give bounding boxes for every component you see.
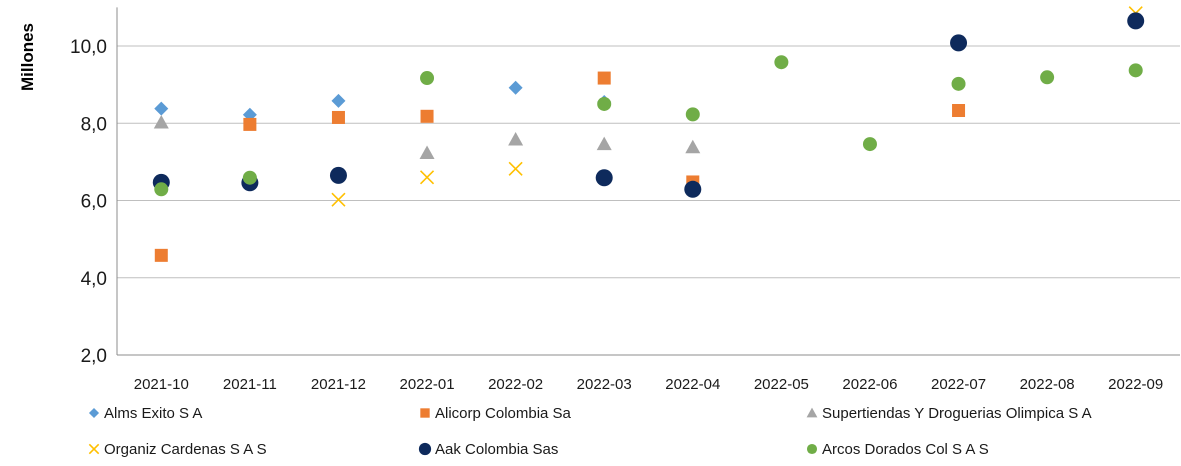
- x-tick-labels: 2021-10 2021-11 2021-12 2022-01 2022-02 2022-…: [134, 376, 1163, 393]
- x-tick-label: 2022-04: [665, 376, 720, 393]
- data-point: [243, 117, 257, 131]
- data-point: [508, 161, 523, 176]
- legend-label: Arcos Dorados Col S A S: [822, 441, 989, 458]
- data-point: [1127, 12, 1145, 30]
- data-point: [331, 93, 346, 108]
- legend-marker: [88, 407, 100, 419]
- legend-label: Supertiendas Y Droguerias Olimpica S A: [822, 405, 1092, 422]
- x-tick-label: 2021-12: [311, 376, 366, 393]
- data-point: [684, 180, 702, 198]
- legend-label: Aak Colombia Sas: [435, 441, 558, 458]
- series-1: [154, 71, 966, 262]
- axes: [116, 7, 1180, 356]
- x-tick-label: 2021-10: [134, 376, 189, 393]
- data-point: [508, 80, 523, 95]
- data-point: [419, 170, 435, 185]
- series-4: [152, 12, 1145, 198]
- data-point: [508, 131, 524, 146]
- data-point: [420, 109, 434, 123]
- data-point: [595, 169, 613, 187]
- x-tick-label: 2021-11: [223, 376, 277, 393]
- series-0: [154, 80, 612, 122]
- data-point: [420, 71, 435, 86]
- data-point: [154, 248, 168, 262]
- legend-item: Supertiendas Y Droguerias Olimpica S A: [806, 405, 1092, 422]
- data-point: [951, 76, 966, 91]
- data-point: [952, 104, 966, 118]
- data-point: [331, 192, 346, 207]
- y-axis-title: Millones: [18, 23, 37, 91]
- series-3: [331, 6, 1143, 207]
- data-point: [950, 34, 968, 52]
- y-tick-label: 4,0: [81, 269, 107, 290]
- x-tick-label: 2022-06: [842, 376, 897, 393]
- legend-marker: [420, 408, 430, 418]
- data-point: [597, 71, 611, 85]
- y-tick-label: 2,0: [81, 346, 107, 367]
- x-tick-label: 2022-09: [1108, 376, 1163, 393]
- data-point: [242, 170, 257, 185]
- legend-marker: [806, 443, 818, 455]
- legend-marker: [418, 442, 432, 456]
- data-point: [685, 107, 700, 122]
- legend: Alms Exito S A Alicorp Colombia Sa Superti…: [88, 405, 1092, 458]
- y-tick-labels: 2,0 4,0 6,0 8,0 10,0: [70, 37, 107, 367]
- legend-item: Aak Colombia Sas: [418, 441, 558, 458]
- y-tick-label: 6,0: [81, 192, 107, 213]
- data-point: [1040, 70, 1055, 85]
- data-point: [154, 101, 169, 116]
- x-tick-label: 2022-05: [754, 376, 809, 393]
- x-tick-label: 2022-08: [1020, 376, 1075, 393]
- legend-label: Organiz Cardenas S A S: [104, 441, 267, 458]
- x-tick-label: 2022-01: [400, 376, 455, 393]
- x-tick-label: 2022-03: [577, 376, 632, 393]
- data-point: [329, 166, 347, 184]
- legend-item: Alms Exito S A: [88, 405, 202, 422]
- legend-label: Alicorp Colombia Sa: [435, 405, 572, 422]
- legend-item: Alicorp Colombia Sa: [420, 405, 572, 422]
- gridlines: [117, 45, 1180, 279]
- data-point: [597, 96, 612, 111]
- data-point: [685, 139, 701, 154]
- legend-item: Arcos Dorados Col S A S: [806, 441, 989, 458]
- data-point: [331, 110, 345, 124]
- y-tick-label: 8,0: [81, 114, 107, 135]
- x-tick-label: 2022-07: [931, 376, 986, 393]
- series-5: [154, 55, 1143, 197]
- legend-marker: [88, 443, 100, 455]
- data-point: [862, 137, 877, 152]
- data-point: [1128, 63, 1143, 78]
- y-tick-label: 10,0: [70, 37, 107, 58]
- data-point: [419, 145, 435, 159]
- data-point: [596, 136, 612, 151]
- legend-item: Organiz Cardenas S A S: [88, 441, 267, 458]
- x-tick-label: 2022-02: [488, 376, 543, 393]
- data-point: [774, 55, 789, 70]
- series-2: [153, 114, 701, 159]
- legend-marker: [806, 407, 818, 418]
- data-point: [153, 114, 169, 129]
- data-point: [154, 182, 169, 197]
- legend-label: Alms Exito S A: [104, 405, 202, 422]
- data-points: [152, 6, 1145, 262]
